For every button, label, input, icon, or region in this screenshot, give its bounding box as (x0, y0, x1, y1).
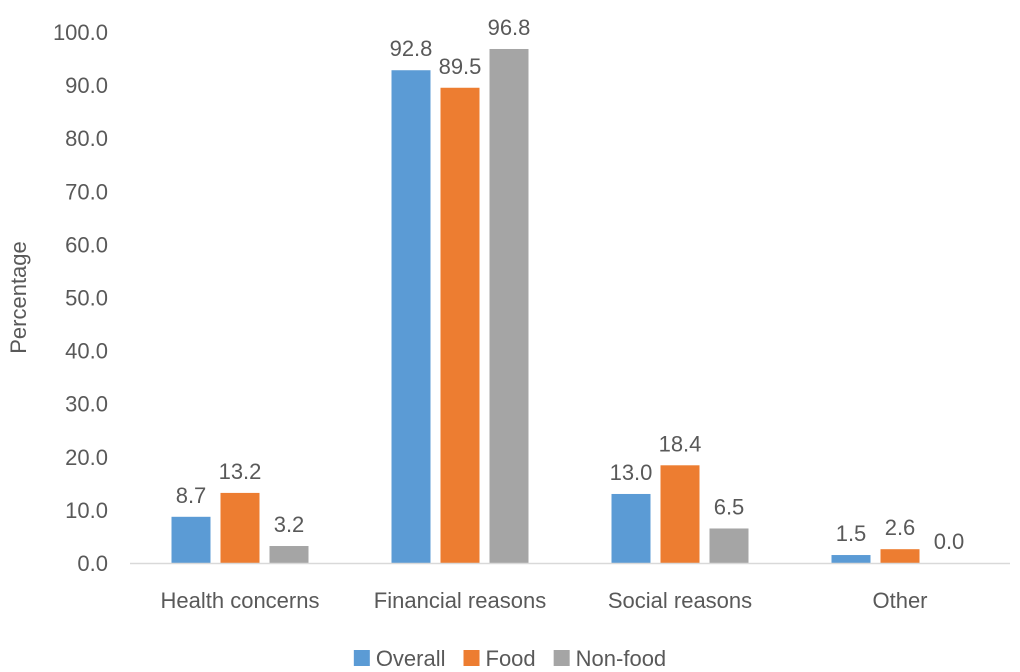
bar-non-food (709, 528, 749, 563)
data-label: 13.2 (219, 459, 262, 484)
bar-non-food (489, 48, 529, 563)
bar-food (220, 492, 260, 563)
y-tick-label: 60.0 (65, 232, 108, 257)
bar-food (660, 465, 700, 563)
x-category-label: Other (872, 588, 927, 613)
legend: Overall Food Non-food (353, 646, 667, 671)
y-tick-label: 20.0 (65, 445, 108, 470)
x-category-label: Financial reasons (374, 588, 546, 613)
data-labels: 8.7 13.2 3.2 92.889.596.8 13.018.4 6.5 1.5 2.6 0… (176, 15, 965, 554)
data-label: 2.6 (885, 515, 916, 540)
bars (171, 48, 920, 564)
data-label: 13.0 (610, 460, 653, 485)
data-label: 18.4 (659, 431, 702, 456)
x-category-label: Health concerns (161, 588, 320, 613)
data-label: 1.5 (836, 521, 867, 546)
y-tick-label: 70.0 (65, 179, 108, 204)
bar-overall (831, 555, 871, 563)
y-tick-label: 80.0 (65, 126, 108, 151)
data-label: 92.8 (390, 36, 433, 61)
bar-overall (611, 493, 651, 563)
legend-swatch (553, 650, 570, 666)
y-tick-label: 10.0 (65, 498, 108, 523)
data-label: 89.5 (439, 54, 482, 79)
bar-overall (171, 516, 211, 563)
y-tick-label: 50.0 (65, 286, 108, 311)
y-axis: 0.0 10.0 20.0 30.0 40.0 50.0 60.0 70.0 80.0 90.0 1… (53, 20, 108, 576)
legend-swatch (353, 650, 370, 666)
y-tick-label: 40.0 (65, 339, 108, 364)
y-tick-label: 0.0 (77, 551, 108, 576)
y-tick-label: 30.0 (65, 392, 108, 417)
data-label: 6.5 (714, 494, 745, 519)
y-tick-label: 100.0 (53, 20, 108, 45)
x-category-label: Social reasons (608, 588, 752, 613)
legend-label: Overall (376, 646, 446, 671)
legend-swatch (463, 650, 480, 666)
legend-label: Food (486, 646, 536, 671)
bar-non-food (269, 546, 309, 563)
y-tick-label: 90.0 (65, 73, 108, 98)
y-axis-title: Percentage (6, 241, 31, 354)
data-label: 8.7 (176, 483, 207, 508)
data-label: 96.8 (488, 15, 531, 40)
legend-label: Non-food (576, 646, 667, 671)
data-label: 0.0 (934, 529, 965, 554)
bar-food (880, 549, 920, 563)
bar-food (440, 87, 480, 563)
bar-overall (391, 70, 431, 564)
x-axis: Health concerns Financial reasons Social r… (130, 562, 1010, 613)
data-label: 3.2 (274, 512, 305, 537)
